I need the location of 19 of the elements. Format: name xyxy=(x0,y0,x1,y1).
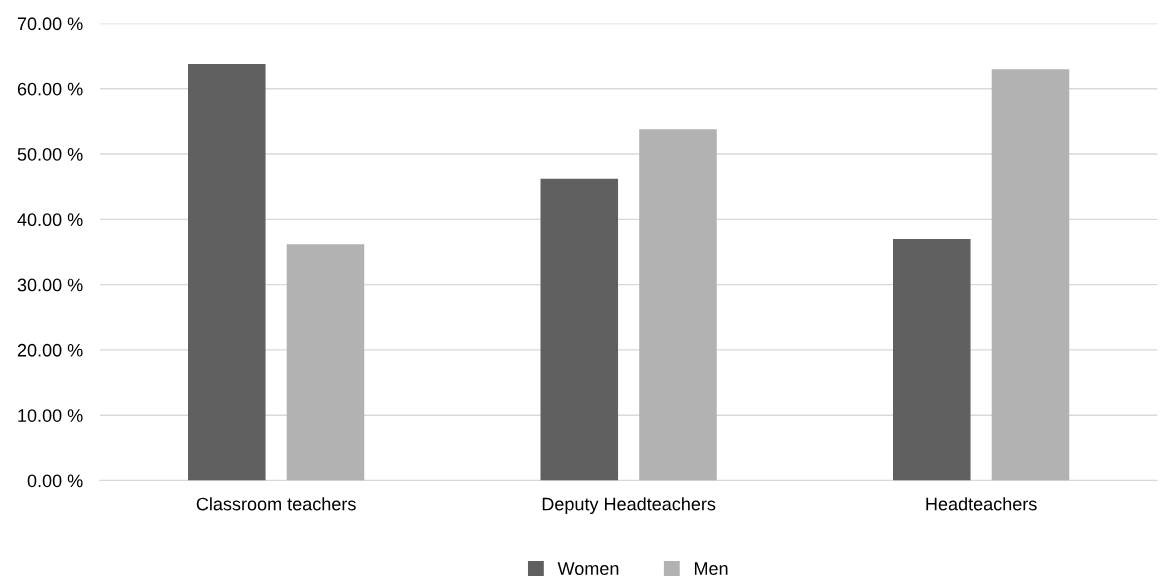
y-tick-label: 10.00 % xyxy=(18,409,83,422)
bar xyxy=(188,63,266,481)
bar xyxy=(639,129,717,481)
y-tick-label: 0.00 % xyxy=(27,474,83,488)
y-tick-label: 40.00 % xyxy=(17,213,83,227)
bar xyxy=(991,69,1070,481)
bar xyxy=(286,244,365,481)
x-tick-label: Deputy Headteachers xyxy=(542,497,716,515)
bar xyxy=(893,238,971,481)
y-tick-label: 30.00 % xyxy=(17,278,83,292)
x-tick-label: Headteachers xyxy=(926,497,1037,511)
legend-label: Men xyxy=(694,562,728,575)
y-tick-label: 20.00 % xyxy=(17,343,83,357)
x-tick-label: Classroom teachers xyxy=(196,497,356,511)
legend-label: Women xyxy=(557,562,619,575)
y-tick-label: 70.00 % xyxy=(17,17,83,31)
bar xyxy=(540,178,619,481)
y-tick-label: 60.00 % xyxy=(17,82,83,96)
y-tick-label: 50.00 % xyxy=(17,147,83,161)
